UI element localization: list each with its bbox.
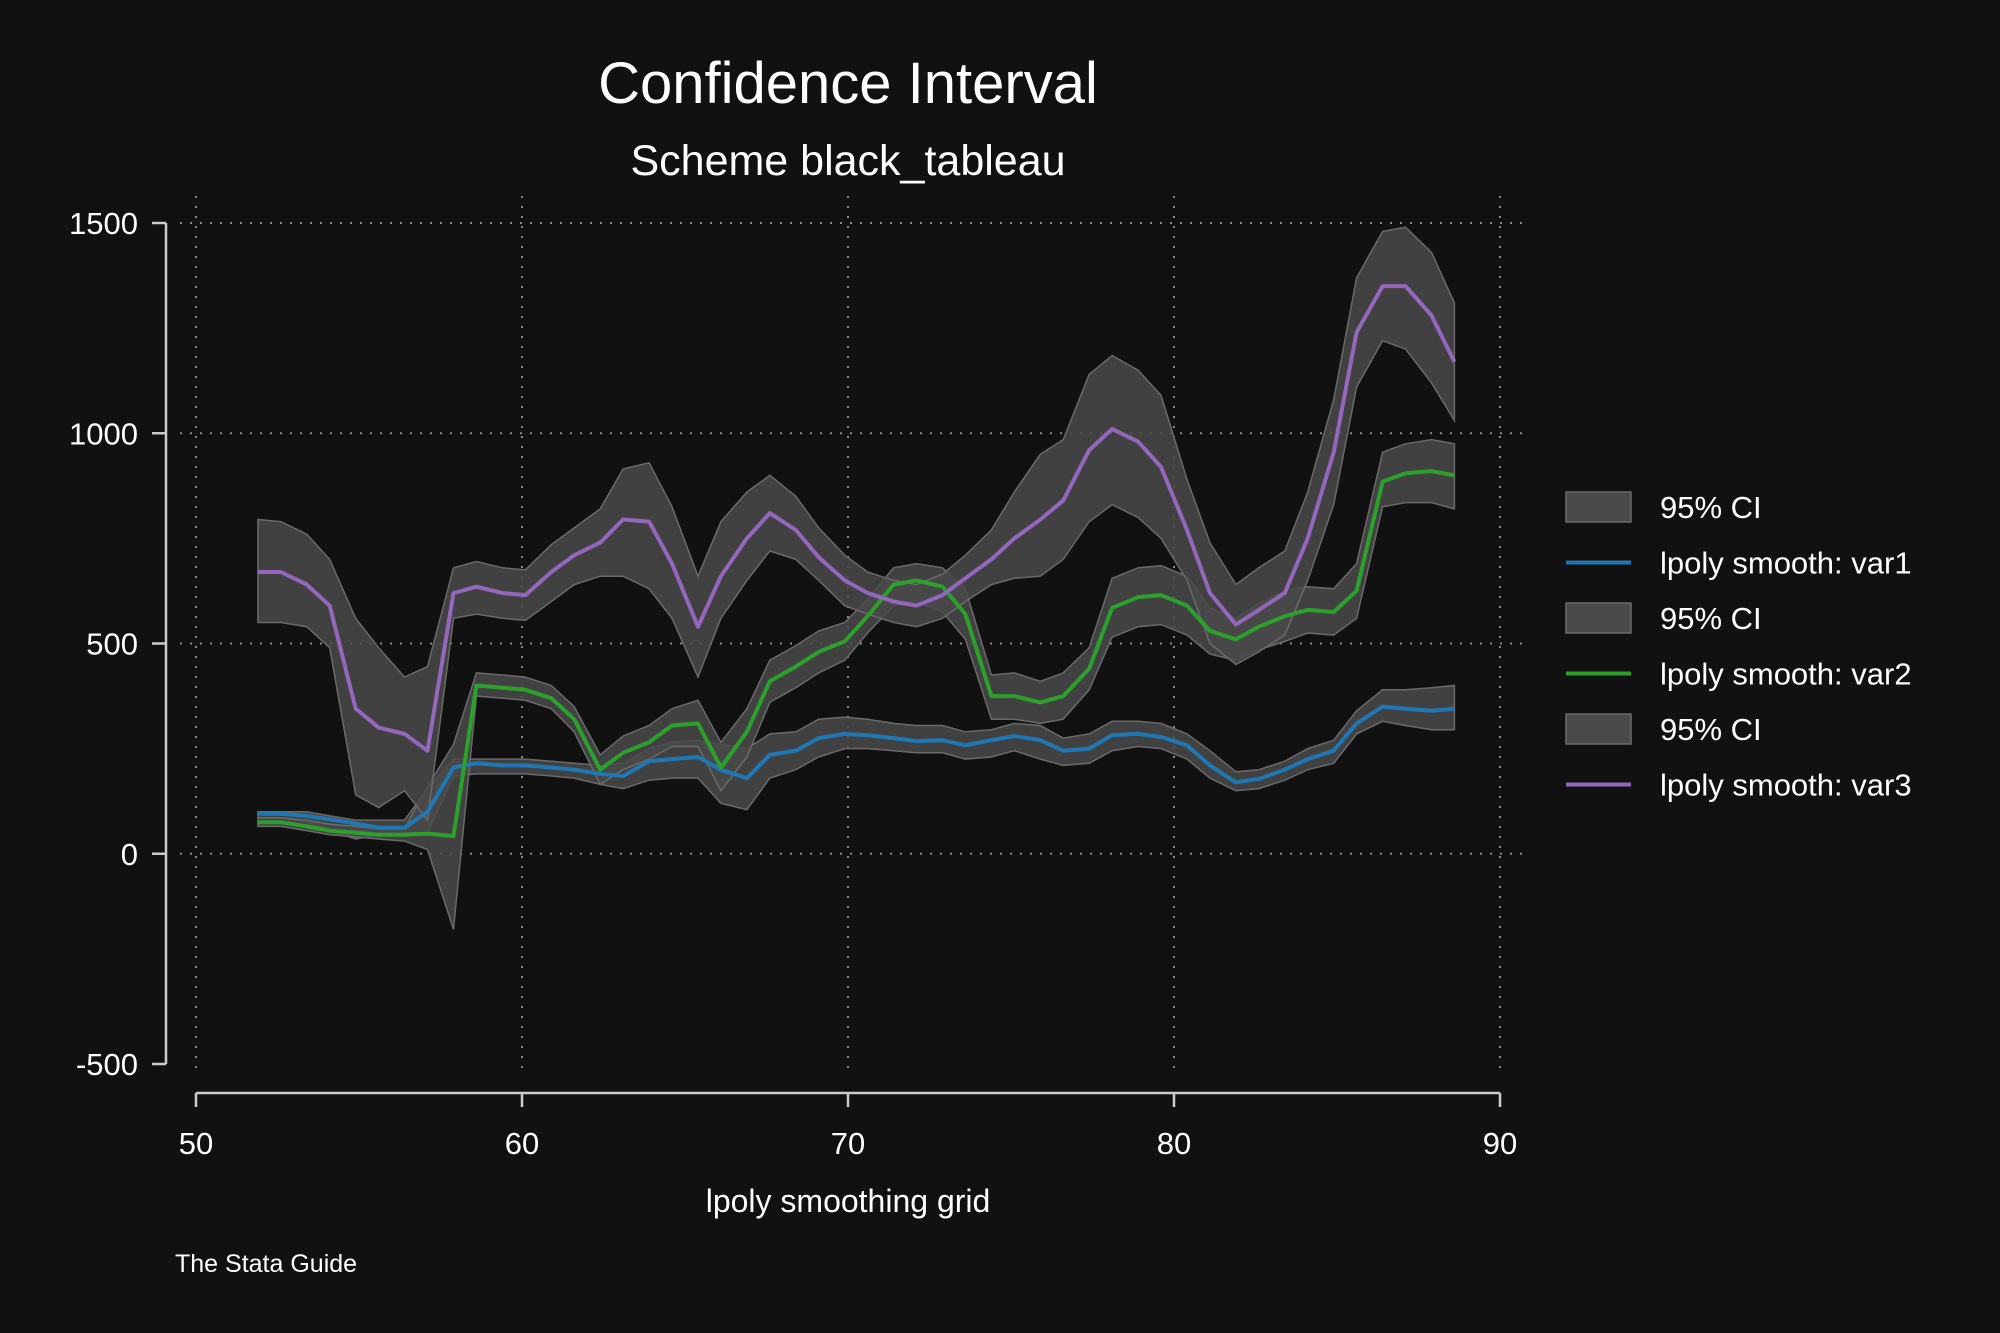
legend-label: 95% CI <box>1660 490 1762 525</box>
legend-label: 95% CI <box>1660 601 1762 636</box>
x-tick-label: 50 <box>179 1126 213 1161</box>
ci-band-2 <box>257 438 1456 930</box>
y-tick-label: 0 <box>121 837 138 872</box>
legend-ci-swatch <box>1565 713 1632 745</box>
x-axis-label: lpoly smoothing grid <box>706 1183 991 1219</box>
series-line-var1 <box>257 704 1455 830</box>
series-lines <box>257 284 1457 839</box>
legend-label: 95% CI <box>1660 712 1762 747</box>
legend-ci-swatch <box>1565 491 1632 523</box>
gridlines <box>180 196 1525 1075</box>
legend-label: lpoly smooth: var2 <box>1660 657 1912 692</box>
legend-ci-swatch <box>1565 602 1632 634</box>
series-line-var2 <box>257 469 1455 839</box>
ci-band-3 <box>257 226 1456 822</box>
chart-subtitle: Scheme black_tableau <box>630 137 1065 185</box>
x-tick-label: 80 <box>1157 1126 1191 1161</box>
y-tick-label: 1500 <box>69 206 138 241</box>
confidence-bands <box>257 226 1456 930</box>
x-tick-label: 90 <box>1483 1126 1517 1161</box>
chart-note: The Stata Guide <box>175 1250 357 1278</box>
legend-label: lpoly smooth: var1 <box>1660 546 1912 581</box>
legend: 95% CI lpoly smooth: var1 95% CI lpoly smoo… <box>1565 490 1912 803</box>
axes: -500 0 500 1000 1500 50 60 70 80 90 <box>69 206 1517 1161</box>
legend-label: lpoly smooth: var3 <box>1660 768 1912 803</box>
x-tick-label: 70 <box>831 1126 865 1161</box>
x-tick-label: 60 <box>505 1126 539 1161</box>
series-line-var3 <box>257 284 1457 753</box>
y-tick-label: -500 <box>76 1047 138 1082</box>
y-tick-label: 1000 <box>69 416 138 451</box>
y-tick-label: 500 <box>86 627 138 662</box>
chart-title: Confidence Interval <box>598 51 1098 116</box>
